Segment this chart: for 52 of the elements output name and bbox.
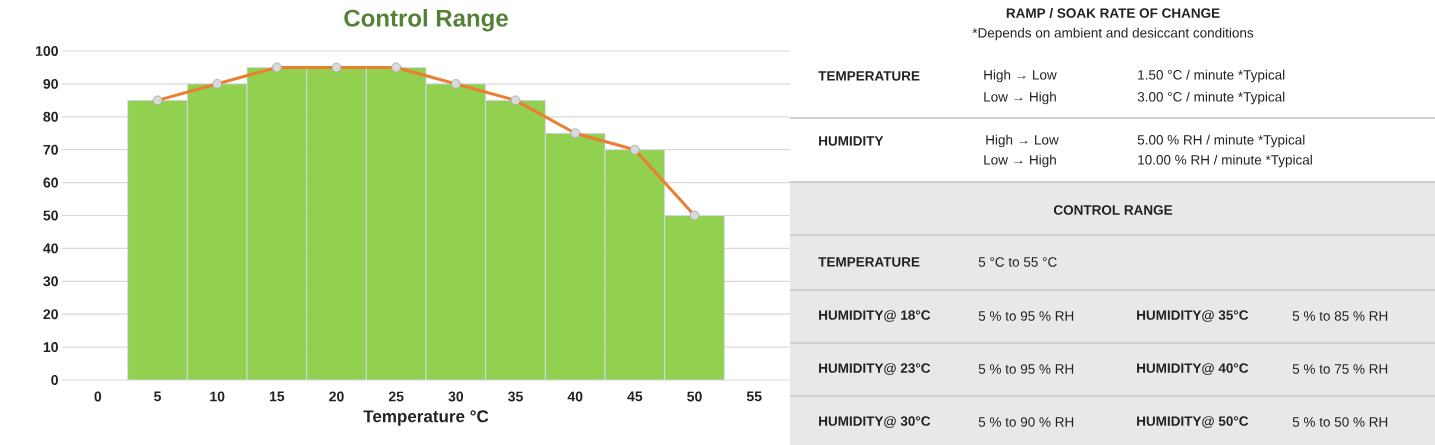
x-tick-label: 35 xyxy=(508,391,523,402)
x-tick-label: 5 xyxy=(154,391,161,402)
y-tick-label: 60 xyxy=(43,177,58,188)
text: 3.00 °C / minute *Typical xyxy=(1137,91,1285,105)
text: Low → High xyxy=(984,91,1056,105)
text: HUMIDITY@ 18°C xyxy=(819,310,931,322)
y-tick-label: 50 xyxy=(43,210,58,221)
text: 5 % to 95 % RH xyxy=(978,311,1074,321)
text: RAMP / SOAK RATE OF CHANGE xyxy=(1006,7,1220,19)
y-tick-label: 80 xyxy=(43,111,58,122)
x-tick-label: 55 xyxy=(746,391,762,402)
text: HUMIDITY@ 30°C xyxy=(819,416,931,428)
text: High → Low xyxy=(986,134,1059,148)
y-tick-label: 40 xyxy=(43,243,58,254)
text: Low → High xyxy=(984,154,1056,168)
text: High → Low xyxy=(984,69,1057,83)
text: 5 % to 75 % RH xyxy=(1292,364,1388,374)
x-tick-label: 0 xyxy=(94,391,102,402)
x-tick-label: 50 xyxy=(687,391,702,402)
text: HUMIDITY@ 40°C xyxy=(1137,363,1249,375)
text: 10.00 % RH / minute *Typical xyxy=(1138,154,1312,168)
text: 5 % to 85 % RH xyxy=(1292,311,1388,321)
text: TEMPERATURE xyxy=(818,257,920,267)
text: TEMPERATURE xyxy=(818,71,920,81)
text: 1.50 °C / minute *Typical xyxy=(1138,69,1285,83)
x-tick-label: 10 xyxy=(210,391,225,402)
x-tick-label: 15 xyxy=(269,391,285,402)
text: 5 °C to 55 °C xyxy=(978,257,1057,267)
y-tick-label: 0 xyxy=(51,375,58,385)
y-tick-label: 100 xyxy=(36,46,58,56)
text: CONTROL RANGE xyxy=(1053,205,1173,215)
text: HUMIDITY@ 50°C xyxy=(1137,416,1249,428)
x-tick-label: 45 xyxy=(627,391,643,402)
x-tick-label: 25 xyxy=(388,391,404,402)
y-tick-label: 70 xyxy=(43,144,58,155)
text: *Depends on ambient and desiccant conditions xyxy=(972,27,1254,41)
x-axis-title: Temperature °C xyxy=(363,410,489,426)
y-tick-label: 20 xyxy=(43,309,58,320)
y-tick-label: 90 xyxy=(43,78,58,89)
chart-title: Control Range xyxy=(344,9,508,32)
x-tick-label: 40 xyxy=(567,391,583,402)
text: 5 % to 50 % RH xyxy=(1292,417,1388,427)
y-tick-label: 30 xyxy=(43,276,58,287)
x-tick-label: 30 xyxy=(448,391,464,402)
x-tick-label: 20 xyxy=(329,391,344,402)
y-tick-label: 10 xyxy=(43,342,58,353)
text: 5 % to 95 % RH xyxy=(978,364,1074,374)
text: 5 % to 90 % RH xyxy=(978,417,1074,427)
text: HUMIDITY xyxy=(819,136,884,146)
text: HUMIDITY@ 23°C xyxy=(819,363,931,375)
text: HUMIDITY@ 35°C xyxy=(1137,310,1249,322)
text: 5.00 % RH / minute *Typical xyxy=(1137,134,1305,148)
